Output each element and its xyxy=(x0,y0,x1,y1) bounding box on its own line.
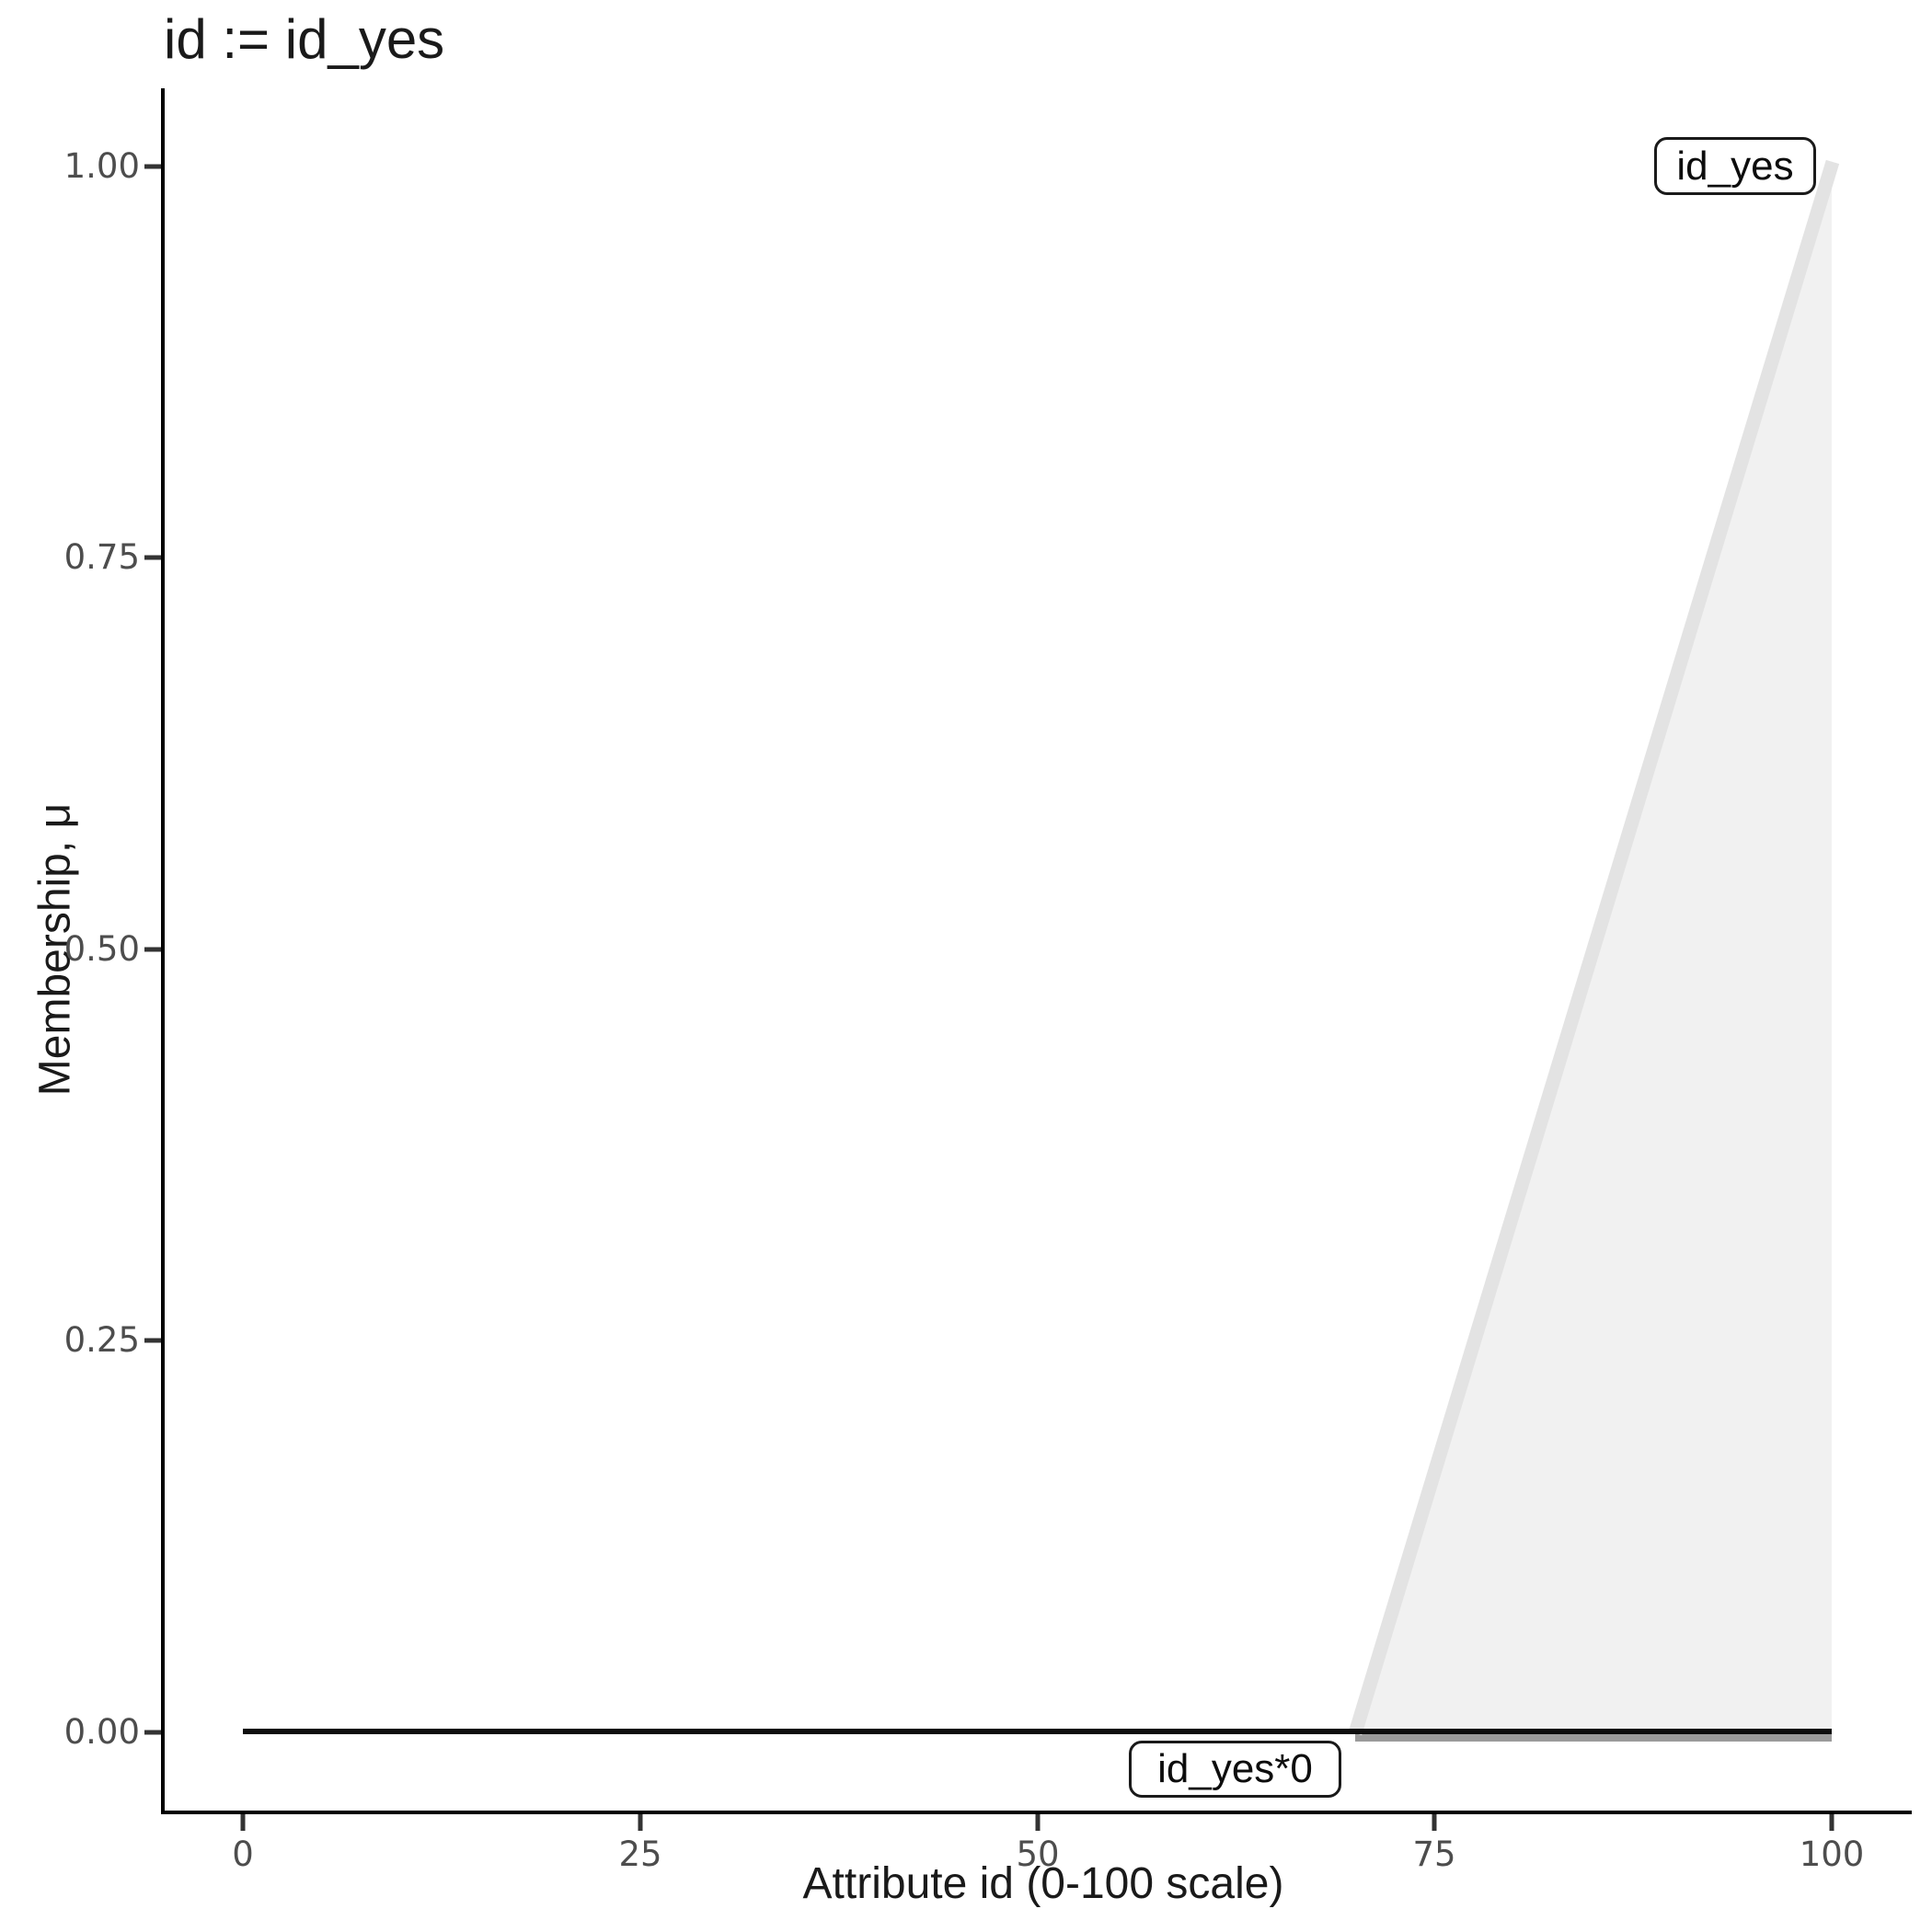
y-tick-label-0.25: 0.25 xyxy=(63,1320,140,1360)
y-tick-label-0.75: 0.75 xyxy=(63,537,140,577)
annotation-box-id-yes-times-0: id_yes*0 xyxy=(1129,1741,1341,1798)
x-tick-label-25: 25 xyxy=(618,1834,662,1874)
x-tick-label-75: 75 xyxy=(1412,1834,1456,1874)
membership-line-id-yes xyxy=(1348,159,1840,1736)
x-tick-label-100: 100 xyxy=(1799,1834,1865,1874)
annotation-box-id-yes: id_yes xyxy=(1654,137,1816,195)
annotation-label-id-yes: id_yes xyxy=(1676,143,1794,189)
plot-title: id := id_yes xyxy=(164,8,445,70)
y-tick-label-1.00: 1.00 xyxy=(63,146,140,186)
y-tick-label-0.00: 0.00 xyxy=(63,1712,140,1752)
x-axis-title: Attribute id (0-100 scale) xyxy=(802,1859,1284,1908)
x-tick-label-0: 0 xyxy=(232,1834,254,1874)
annotation-label-id-yes-times-0: id_yes*0 xyxy=(1157,1746,1313,1791)
y-tick-label-0.50: 0.50 xyxy=(63,929,140,969)
x-tick-label-50: 50 xyxy=(1016,1834,1060,1874)
